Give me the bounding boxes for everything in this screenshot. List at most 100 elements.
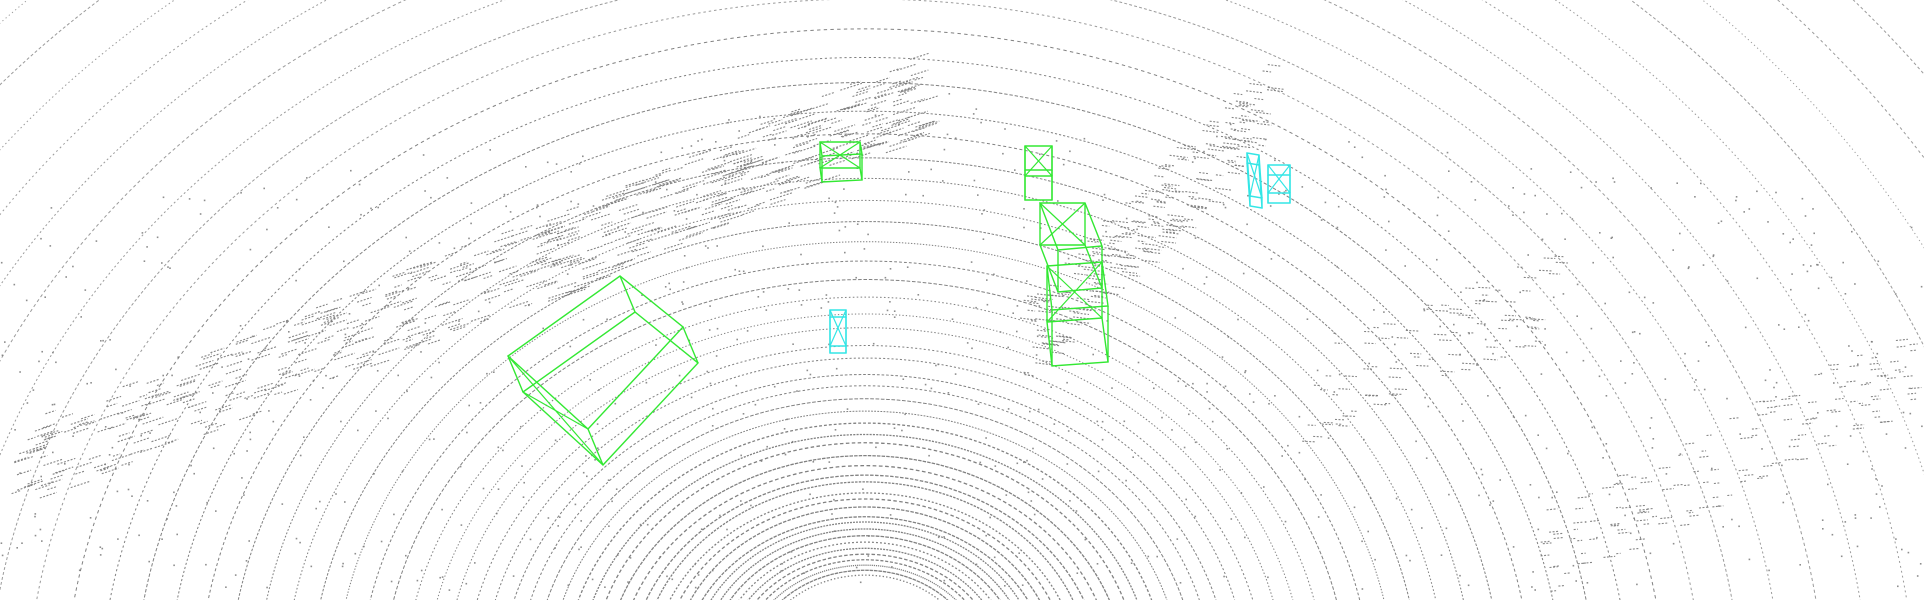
scan-streak bbox=[166, 398, 184, 406]
scan-streak bbox=[39, 491, 57, 499]
lidar-point bbox=[344, 501, 346, 503]
scan-streak bbox=[257, 382, 274, 389]
box-diagonal bbox=[1039, 202, 1086, 246]
lidar-point bbox=[332, 377, 334, 379]
scan-streak bbox=[1613, 483, 1624, 486]
scan-streak bbox=[1262, 70, 1272, 73]
lidar-point bbox=[493, 371, 495, 373]
lidar-point bbox=[750, 504, 752, 507]
scan-streak bbox=[747, 204, 760, 210]
scan-streak bbox=[356, 296, 372, 303]
scan-streak bbox=[1879, 388, 1890, 391]
scan-streak bbox=[1267, 64, 1282, 67]
scan-streak bbox=[587, 245, 603, 252]
lidar-point bbox=[1053, 423, 1056, 425]
lidar-point bbox=[766, 445, 768, 448]
scan-streak bbox=[1165, 196, 1174, 199]
scan-streak bbox=[285, 372, 299, 379]
lidar-point bbox=[1575, 580, 1577, 582]
box-diagonal bbox=[819, 141, 861, 169]
lidar-point bbox=[438, 242, 441, 244]
lidar-point bbox=[740, 500, 742, 502]
scan-streak bbox=[807, 159, 820, 165]
lidar-point bbox=[1427, 405, 1430, 408]
scan-streak bbox=[1185, 191, 1199, 194]
lidar-point bbox=[1244, 370, 1247, 372]
lidar-point bbox=[1650, 417, 1653, 419]
lidar-point bbox=[520, 425, 522, 428]
scan-streak bbox=[1110, 266, 1128, 270]
scan-streak bbox=[728, 170, 746, 177]
lidar-point bbox=[569, 345, 572, 348]
lidar-point bbox=[1591, 426, 1594, 429]
lidar-point bbox=[611, 500, 613, 503]
lidar-point bbox=[1545, 447, 1548, 450]
lidar-point bbox=[1425, 457, 1428, 459]
lidar-point bbox=[1919, 563, 1922, 565]
lidar-point bbox=[1032, 447, 1034, 450]
lidar-point bbox=[458, 320, 460, 322]
lidar-point bbox=[19, 472, 21, 474]
scan-streak bbox=[1628, 488, 1637, 490]
scan-streak bbox=[889, 140, 906, 147]
scan-streak bbox=[862, 122, 871, 126]
lidar-point bbox=[1268, 403, 1270, 405]
lidar-point bbox=[509, 211, 512, 213]
scan-streak bbox=[674, 207, 699, 216]
lidar-point bbox=[666, 575, 668, 578]
scan-streak bbox=[1710, 468, 1719, 471]
lidar-point bbox=[1810, 265, 1812, 267]
lidar-point bbox=[249, 438, 252, 441]
scan-streak bbox=[780, 189, 792, 194]
scan-streak bbox=[1262, 121, 1270, 124]
scan-streak bbox=[403, 306, 414, 311]
lidar-point bbox=[566, 273, 569, 275]
lidar-point bbox=[750, 160, 753, 162]
lidar-point bbox=[597, 447, 599, 449]
lidar-point bbox=[1304, 478, 1306, 481]
lidar-point bbox=[553, 263, 556, 266]
scan-streak bbox=[596, 275, 606, 280]
lidar-point bbox=[1512, 187, 1514, 189]
scan-streak bbox=[785, 175, 799, 181]
scan-ring bbox=[562, 410, 1168, 600]
lidar-point bbox=[608, 525, 610, 527]
scan-streak bbox=[190, 419, 203, 425]
lidar-point bbox=[21, 542, 23, 544]
scan-streak bbox=[386, 295, 398, 300]
lidar-point bbox=[242, 352, 244, 355]
scan-streak bbox=[566, 205, 580, 212]
scan-streak bbox=[536, 257, 552, 264]
lidar-point bbox=[361, 322, 363, 325]
lidar-point bbox=[1459, 334, 1461, 337]
scan-streak bbox=[1199, 171, 1208, 175]
scan-streak bbox=[117, 408, 132, 415]
lidar-point bbox=[1769, 369, 1771, 371]
scan-streak bbox=[155, 391, 172, 398]
lidar-point bbox=[1287, 444, 1289, 447]
lidar-point bbox=[1756, 190, 1758, 193]
scan-streak bbox=[907, 110, 929, 119]
scan-streak bbox=[1115, 235, 1134, 239]
lidar-point bbox=[930, 168, 932, 171]
lidar-point bbox=[683, 255, 686, 257]
scan-streak bbox=[103, 463, 118, 469]
scan-streak bbox=[664, 231, 678, 237]
lidar-point bbox=[1665, 473, 1668, 475]
lidar-point bbox=[685, 218, 688, 220]
scan-streak bbox=[1135, 247, 1148, 251]
lidar-point bbox=[373, 473, 375, 475]
lidar-point bbox=[1624, 514, 1626, 517]
lidar-point bbox=[1551, 496, 1553, 499]
lidar-point bbox=[486, 372, 488, 375]
scan-streak bbox=[324, 334, 335, 340]
lidar-point bbox=[1123, 420, 1126, 423]
scan-streak bbox=[614, 234, 632, 242]
scan-streak bbox=[96, 465, 111, 472]
lidar-point bbox=[135, 416, 137, 418]
lidar-point bbox=[1788, 445, 1791, 448]
lidar-point bbox=[1821, 519, 1824, 521]
scan-streak bbox=[711, 197, 734, 206]
scan-streak bbox=[907, 120, 922, 127]
scan-streak bbox=[635, 182, 645, 186]
